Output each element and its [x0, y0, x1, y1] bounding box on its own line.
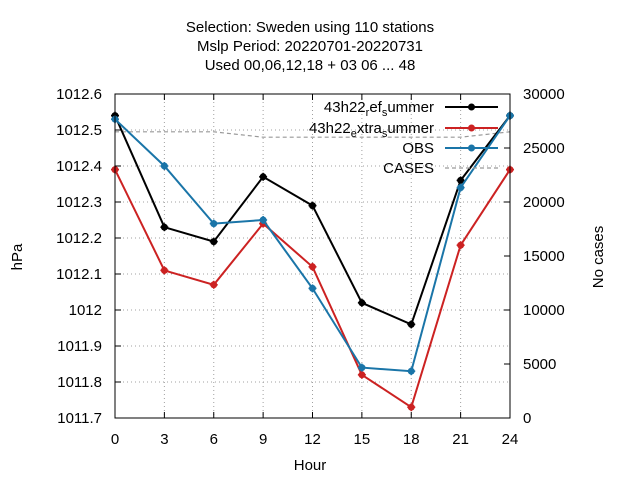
legend-marker: [468, 144, 475, 152]
y-tick-label: 1012.3: [56, 194, 102, 211]
y2-axis-label: No cases: [590, 226, 607, 289]
axis-ticks: 0 3 6 9 12 15 18 21 24 1011.7 1011.8 1011.9 1012 1012…: [56, 86, 565, 448]
legend-label: 43h22refsummer: [324, 99, 434, 119]
x-tick-label: 15: [354, 431, 371, 448]
y-tick-label: 1012.2: [56, 230, 102, 247]
y-axis-label: hPa: [9, 243, 26, 270]
x-tick-label: 0: [111, 431, 119, 448]
x-tick-label: 24: [502, 431, 519, 448]
y-tick-label: 1012.6: [56, 86, 102, 103]
y2-tick-label: 5000: [523, 356, 556, 373]
legend-label: CASES: [383, 160, 434, 177]
y-tick-label: 1012: [69, 302, 102, 319]
y2-tick-label: 25000: [523, 140, 565, 157]
x-tick-label: 6: [210, 431, 218, 448]
x-tick-label: 3: [160, 431, 168, 448]
title-line-3: Used 00,06,12,18 + 03 06 ... 48: [205, 57, 416, 74]
x-tick-label: 21: [452, 431, 469, 448]
x-axis-label: Hour: [294, 457, 327, 474]
x-tick-label: 9: [259, 431, 267, 448]
y-tick-label: 1011.7: [57, 410, 102, 427]
y2-tick-label: 0: [523, 410, 531, 427]
series-3: [115, 131, 511, 138]
y-tick-label: 1012.5: [56, 122, 102, 139]
legend-marker: [468, 124, 475, 132]
y2-tick-label: 30000: [523, 86, 565, 103]
x-tick-label: 18: [403, 431, 420, 448]
chart-title: Selection: Sweden using 110 stations Msl…: [186, 19, 434, 74]
series-0: [111, 111, 514, 329]
series-line: [115, 131, 511, 138]
y-tick-label: 1011.8: [57, 374, 102, 391]
legend-label: 43h22extrasummer: [309, 120, 434, 140]
y-tick-label: 1011.9: [57, 338, 102, 355]
grid: [115, 94, 510, 418]
title-line-1: Selection: Sweden using 110 stations: [186, 19, 434, 36]
y-tick-label: 1012.4: [56, 158, 102, 175]
series-line: [114, 115, 511, 373]
x-tick-label: 12: [304, 431, 321, 448]
legend-label: OBS: [402, 140, 434, 157]
series-layer: [111, 111, 514, 412]
legend-marker: [468, 103, 475, 111]
title-line-2: Mslp Period: 20220701-20220731: [197, 38, 423, 55]
series-2: [111, 111, 514, 376]
y-tick-label: 1012.1: [56, 266, 102, 283]
y2-tick-label: 20000: [523, 194, 565, 211]
y2-tick-label: 10000: [523, 302, 565, 319]
y2-tick-label: 15000: [523, 248, 565, 265]
